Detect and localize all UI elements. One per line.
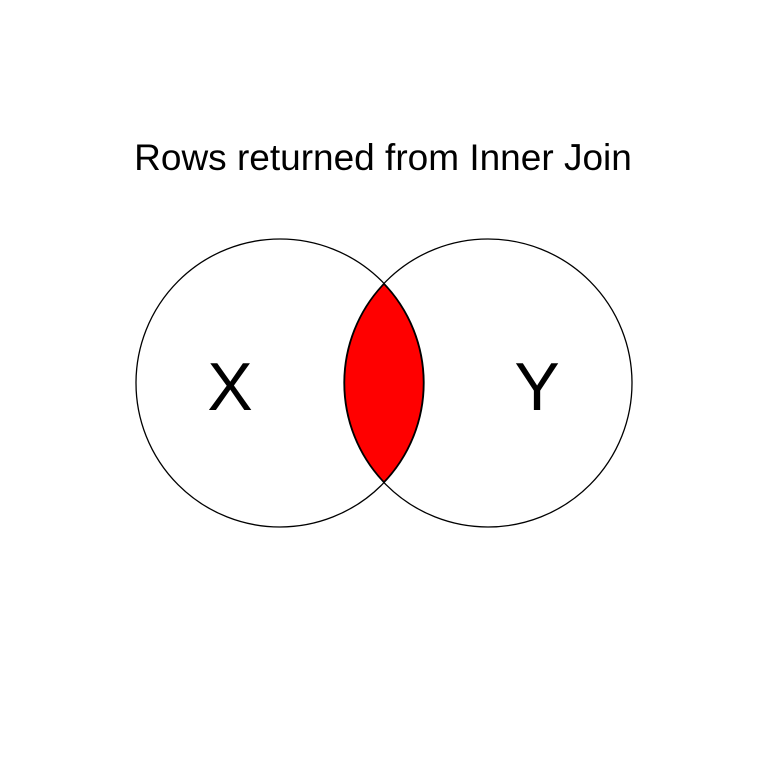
set-y-label: Y bbox=[514, 349, 559, 425]
set-x-label: X bbox=[207, 349, 252, 425]
diagram-title: Rows returned from Inner Join bbox=[134, 137, 632, 178]
set-y-circle bbox=[343, 238, 633, 528]
set-x-circle bbox=[135, 238, 425, 528]
